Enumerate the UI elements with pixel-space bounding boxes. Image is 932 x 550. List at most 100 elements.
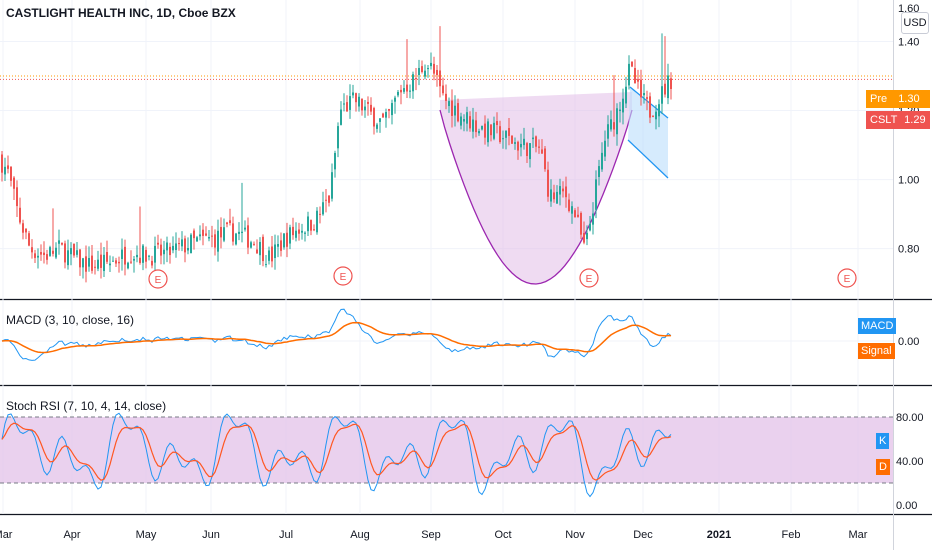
candle-body [298,229,300,234]
x-axis-label: Oct [494,529,511,541]
candle-body [274,244,276,259]
candle-body [28,233,30,246]
pre-tag-label: Pre [870,93,888,105]
x-axis-label: Jul [279,529,293,541]
candle-body [409,90,411,92]
candle-body [457,103,459,122]
candle-body [313,229,315,231]
candle-body [361,98,363,111]
earnings-marker[interactable] [148,269,168,289]
candle-body [442,85,444,94]
candle-body [541,149,543,154]
candle-body [22,223,24,233]
candle-body [124,246,126,265]
candle-body [241,231,243,234]
earnings-marker[interactable] [579,268,599,288]
candle-body [253,243,255,245]
candle-body [277,243,279,247]
earnings-marker[interactable] [837,268,857,288]
earnings-marker[interactable] [333,266,353,286]
candle-body [7,165,9,169]
candle-body [421,66,423,73]
candle-body [184,238,186,253]
candle-body [640,79,642,98]
macd-label[interactable]: MACD (3, 10, close, 16) [6,313,135,327]
cup-pattern-arc [439,109,633,285]
candle-body [16,187,18,207]
candle-body [121,249,123,259]
candle-body [322,202,324,215]
candle-body [25,228,27,233]
candle-body [388,108,390,111]
candle-body [439,70,441,87]
stoch-tick-label: 0.00 [896,500,917,512]
candle-body [94,266,96,268]
candle-body [259,241,261,256]
candle-body [448,101,450,107]
x-axis-label: Feb [782,529,801,541]
x-axis-label: 2021 [707,529,731,541]
candle-body [544,148,546,170]
candle-body [631,61,633,67]
candle-body [463,119,465,122]
candle-body [358,96,360,107]
stoch-band [0,417,893,483]
candle-body [169,246,171,256]
candle-body [613,122,615,130]
candle-body [604,140,606,157]
candle-body [319,213,321,215]
currency-button[interactable]: USD [901,12,929,34]
candle-body [112,260,114,262]
stoch-rsi-label[interactable]: Stoch RSI (7, 10, 4, 14, close) [6,399,167,413]
candle-body [487,121,489,143]
stoch-k-line [1,412,672,498]
candle-body [562,188,564,192]
candle-body [652,115,654,117]
candle-body [49,247,51,256]
candle-body [136,254,138,258]
candle-body [580,212,582,235]
candle-body [1,154,3,173]
candle-body [451,100,453,116]
candle-body [211,235,213,237]
candle-body [280,240,282,251]
chart-title: CASTLIGHT HEALTH INC, 1D, Cboe BZX [6,6,236,20]
candle-body [331,172,333,199]
candle-body [79,249,81,268]
last-tag-value: 1.29 [904,114,926,126]
candle-body [181,239,183,247]
candle-body [265,264,267,266]
candle-body [364,106,366,111]
candle-body [538,146,540,148]
candle-body [154,245,156,263]
candle-body [340,109,342,125]
candle-body [172,245,174,251]
candle-body [226,222,228,225]
candle-body [160,244,162,256]
candle-body [97,259,99,269]
candle-body [466,112,468,124]
candle-body [436,69,438,76]
candle-body [19,207,21,223]
candle-body [178,243,180,245]
candle-body [532,137,534,140]
candle-body [82,258,84,268]
last-tag-label: CSLT [870,114,898,126]
candle-body [559,186,561,195]
macd-line [1,308,672,361]
candle-body [13,177,15,189]
x-axis-label: Mar [849,529,868,541]
candle-body [574,210,576,218]
price-tick-label: 1.40 [898,36,919,48]
candle-body [262,236,264,262]
candle-body [397,91,399,96]
candle-body [199,234,201,237]
candle-body [472,119,474,132]
candle-body [664,83,666,95]
candle-body [325,199,327,201]
candle-body [37,255,39,258]
x-axis-label: Nov [565,529,585,541]
candle-body [379,118,381,122]
candle-body [586,232,588,240]
